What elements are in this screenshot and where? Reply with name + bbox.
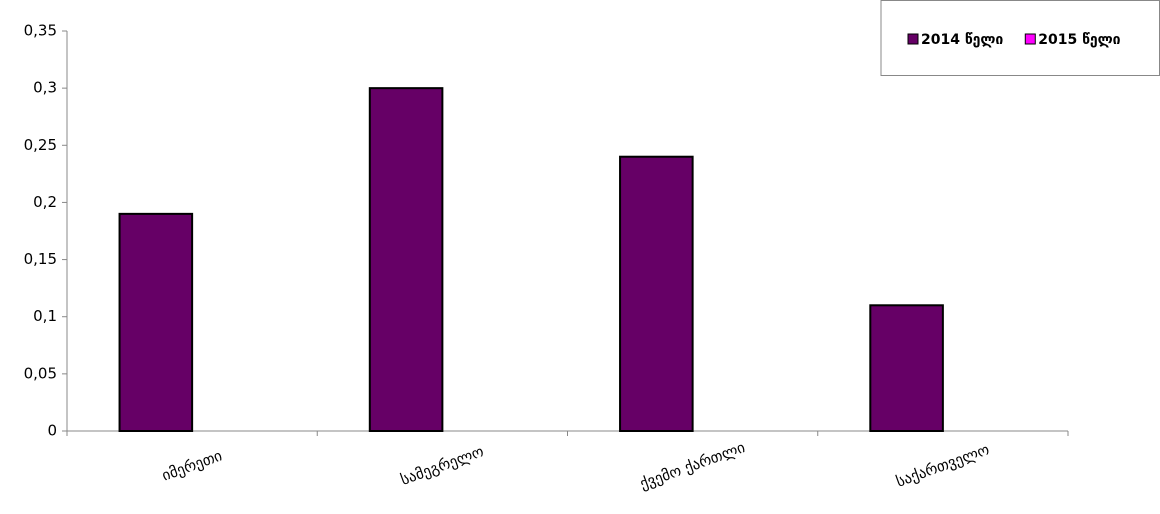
x-tick-label: ქვემო ქართლი bbox=[638, 438, 748, 493]
x-tick-label: საქართველო bbox=[894, 440, 992, 490]
bar bbox=[619, 155, 694, 432]
y-tick-label: 0,3 bbox=[33, 79, 57, 97]
y-tick-label: 0,1 bbox=[33, 307, 57, 325]
legend-label: 2014 წელი bbox=[921, 32, 1003, 48]
y-tick-label: 0,25 bbox=[24, 136, 57, 154]
y-tick-label: 0,2 bbox=[33, 193, 57, 211]
legend-swatch bbox=[907, 33, 919, 45]
bar bbox=[368, 87, 444, 433]
bar bbox=[869, 304, 944, 432]
legend-box bbox=[880, 0, 1160, 76]
legend-label: 2015 წელი bbox=[1038, 32, 1120, 48]
x-tick-label: იმერეთი bbox=[159, 446, 224, 484]
y-tick-label: 0,35 bbox=[24, 22, 57, 40]
legend-swatch bbox=[1024, 33, 1036, 45]
y-tick-label: 0 bbox=[47, 422, 57, 440]
bar bbox=[118, 212, 194, 432]
y-tick-label: 0,15 bbox=[24, 250, 57, 268]
y-tick-label: 0,05 bbox=[24, 364, 57, 382]
x-tick-label: სამეგრელო bbox=[398, 442, 486, 489]
